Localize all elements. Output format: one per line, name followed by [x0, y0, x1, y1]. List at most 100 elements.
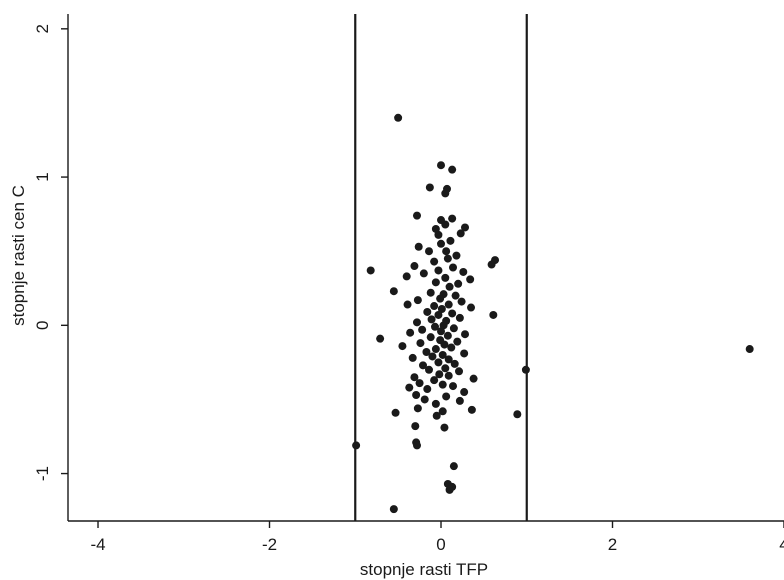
data-point [449, 462, 458, 471]
data-point [410, 262, 419, 271]
data-point [446, 236, 455, 245]
data-point [412, 211, 421, 220]
x-tick-label: 2 [608, 535, 617, 554]
y-tick-label: 0 [33, 321, 52, 330]
data-point [444, 355, 453, 364]
data-point [467, 405, 476, 414]
data-point [425, 183, 434, 192]
plot-area: -4 -2 0 2 4 -1 0 1 2 [33, 14, 784, 554]
data-point [442, 247, 451, 256]
data-point [435, 370, 444, 379]
data-point [389, 505, 398, 514]
data-point [426, 333, 435, 342]
data-point [444, 371, 453, 380]
data-point [440, 340, 449, 349]
data-point [434, 230, 443, 239]
data-point [366, 266, 375, 275]
data-point [745, 345, 754, 354]
data-point [448, 214, 457, 223]
data-point [442, 392, 451, 401]
data-point [422, 348, 431, 356]
data-point [453, 337, 462, 346]
data-point [455, 396, 464, 405]
data-point [455, 367, 464, 376]
data-point [438, 350, 447, 359]
data-point [461, 330, 470, 339]
data-point [457, 297, 466, 306]
data-point [437, 305, 446, 314]
data-point [447, 343, 456, 352]
data-point [431, 345, 440, 354]
data-point [413, 404, 422, 413]
x-tick-label: 4 [779, 535, 784, 554]
data-point [445, 282, 454, 291]
data-point [430, 376, 439, 385]
data-point [410, 373, 419, 382]
data-point [418, 325, 427, 334]
data-point [443, 254, 452, 263]
data-point [403, 300, 412, 309]
data-point [449, 382, 458, 391]
data-point [437, 161, 446, 170]
data-point [431, 399, 440, 408]
data-point [434, 310, 443, 319]
data-point [420, 395, 429, 404]
data-point [451, 291, 460, 300]
data-point [440, 423, 449, 432]
data-point [402, 272, 411, 281]
data-point [416, 339, 425, 348]
data-point [427, 315, 436, 324]
data-point [431, 278, 440, 287]
x-axis-title: stopnje rasti TFP [360, 560, 488, 579]
data-point [461, 223, 470, 232]
data-point [489, 310, 498, 319]
data-point [425, 247, 434, 256]
data-point [441, 189, 450, 198]
data-point [426, 288, 435, 297]
data-point [418, 361, 427, 370]
data-point [450, 359, 459, 368]
data-point [455, 313, 464, 322]
data-point [430, 302, 439, 311]
data-point [423, 307, 432, 316]
data-point [437, 327, 446, 336]
data-point [434, 358, 443, 367]
y-tick-label: -1 [33, 466, 52, 481]
data-point [441, 220, 450, 229]
data-point [428, 352, 437, 361]
x-tick-label: -4 [90, 535, 105, 554]
data-point [454, 279, 463, 288]
data-point [449, 324, 458, 333]
data-point [419, 269, 428, 278]
x-tick-label: -2 [262, 535, 277, 554]
data-point [412, 318, 421, 327]
data-point [452, 251, 461, 260]
data-point [408, 353, 417, 362]
data-point [460, 349, 469, 358]
data-point [487, 260, 496, 269]
data-point [438, 380, 447, 389]
data-point [412, 390, 421, 399]
data-point [413, 296, 422, 305]
data-point [521, 365, 530, 374]
data-point [394, 113, 403, 122]
data-point [456, 229, 465, 238]
y-tick-label: 2 [33, 24, 52, 33]
data-point [443, 331, 452, 340]
data-point [389, 287, 398, 296]
data-point [411, 422, 420, 431]
data-point [438, 407, 447, 416]
data-point [423, 385, 432, 394]
data-point [405, 383, 414, 392]
data-point [376, 334, 385, 343]
data-point [415, 379, 424, 388]
y-axis-title: stopnje rasti cen C [9, 185, 28, 326]
data-point [391, 408, 400, 417]
data-point [352, 441, 361, 450]
data-point [459, 267, 468, 276]
data-point [444, 300, 453, 309]
data-point [437, 239, 446, 248]
data-point [436, 294, 445, 303]
y-tick-label: 1 [33, 172, 52, 181]
